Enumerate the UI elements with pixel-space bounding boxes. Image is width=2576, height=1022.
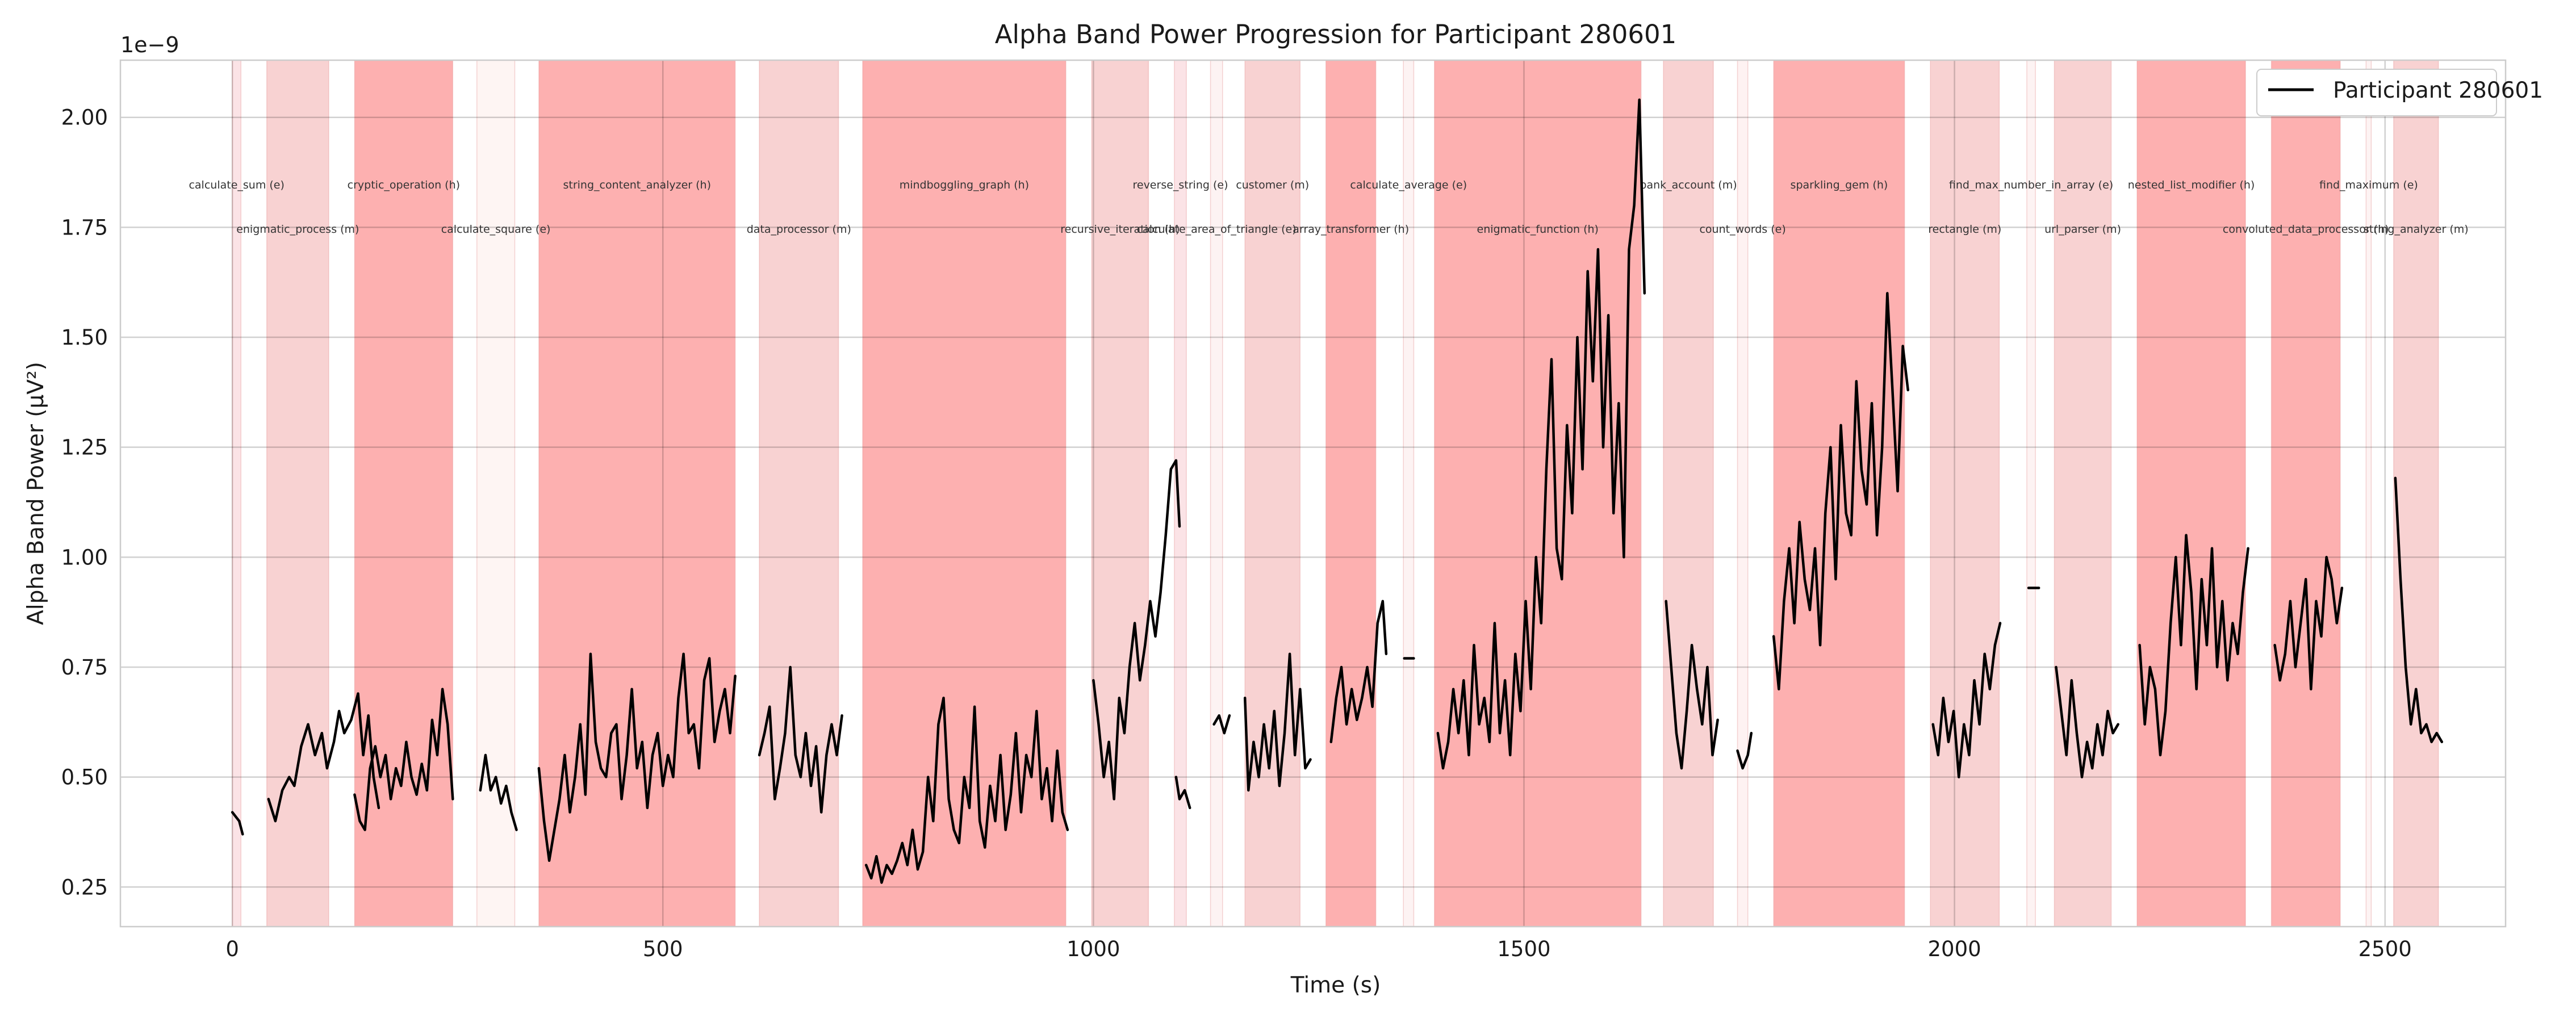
grid <box>120 60 2506 927</box>
region-label: mindboggling_graph (h) <box>900 179 1029 191</box>
x-axis-label: Time (s) <box>1290 973 1381 998</box>
x-tick-label: 2000 <box>1928 937 1981 961</box>
region-band <box>2054 60 2112 927</box>
region-band <box>266 60 329 927</box>
series-line-segment <box>1436 98 1646 770</box>
region-band <box>2270 60 2341 927</box>
region-label: rectangle (m) <box>1928 223 2001 236</box>
region-band <box>1663 60 1714 927</box>
y-offset-text: 1e−9 <box>120 32 179 57</box>
series-line-segment <box>1772 292 1909 690</box>
region-label: count_words (e) <box>1699 223 1785 236</box>
series-line-segment <box>758 665 843 814</box>
y-tick-label: 0.25 <box>61 875 108 899</box>
region-band <box>538 60 736 927</box>
region-band <box>1737 60 1749 927</box>
region-labels: calculate_sum (e) enigmatic_process (m) cr… <box>189 179 2468 236</box>
series-line-segment <box>479 753 518 831</box>
y-tick-label: 2.00 <box>61 106 108 130</box>
plot-frame <box>119 59 2507 928</box>
region-label: string_analyzer (m) <box>2364 223 2469 236</box>
series-line-segment <box>864 696 1069 884</box>
series-line-segment <box>1931 622 2002 778</box>
region-band <box>1325 60 1377 927</box>
region-label: calculate_average (e) <box>1350 179 1467 191</box>
region-band <box>1434 60 1642 927</box>
series-line-segment <box>1243 652 1312 792</box>
x-tick-label: 1000 <box>1067 937 1120 961</box>
region-label: find_max_number_in_array (e) <box>1949 179 2113 191</box>
region-label: array_transformer (h) <box>1293 223 1409 236</box>
region-label: data_processor (m) <box>747 223 851 236</box>
series-line-segment <box>1212 714 1231 735</box>
y-tick-label: 0.75 <box>61 655 108 680</box>
series-line-segment <box>1174 776 1191 810</box>
region-band <box>1244 60 1301 927</box>
region-label: nested_list_modifier (h) <box>2128 179 2255 191</box>
region-label: convoluted_data_processor (h) <box>2223 223 2389 236</box>
region-label: recursive_iteration (h) <box>1060 223 1180 236</box>
series-line-segment <box>2273 556 2344 690</box>
region-label: enigmatic_function (h) <box>1477 223 1599 236</box>
x-tick-label: 2500 <box>2358 937 2412 961</box>
x-tick-label: 0 <box>225 937 239 961</box>
region-band <box>759 60 839 927</box>
legend: Participant 280601 <box>2256 69 2543 116</box>
y-tick-label: 1.25 <box>61 435 108 460</box>
legend-label: Participant 280601 <box>2333 78 2543 103</box>
legend-box <box>2256 69 2497 116</box>
series-line-segment <box>267 692 380 823</box>
region-band <box>2393 60 2439 927</box>
region-label: calculate_area_of_triangle (e) <box>1137 223 1297 236</box>
series-line-segment <box>231 811 244 836</box>
series-line-segment <box>2055 665 2119 778</box>
region-label: cryptic_operation (h) <box>348 179 460 191</box>
region-band <box>1091 60 1149 927</box>
series-line-segment <box>1329 600 1388 743</box>
series-line-segment <box>2138 534 2249 757</box>
chart-title: Alpha Band Power Progression for Partici… <box>995 19 1677 49</box>
series-line-segment <box>1736 731 1753 770</box>
x-tick-label: 500 <box>643 937 683 961</box>
series-line-segment <box>1665 600 1719 770</box>
series-lines <box>231 98 2444 884</box>
region-band <box>1930 60 2000 927</box>
y-tick-label: 1.50 <box>61 325 108 350</box>
series-line-segment <box>537 652 737 862</box>
y-tick-label: 0.50 <box>61 765 108 790</box>
region-label: sparkling_gem (h) <box>1791 179 1888 191</box>
region-label: calculate_sum (e) <box>189 179 284 191</box>
series-line-segment <box>353 688 454 831</box>
axis-ticks: 0 500 1000 1500 2000 2500 0.25 0.50 0.75 1.00 1.25… <box>61 106 2412 961</box>
region-label: url_parser (m) <box>2044 223 2121 236</box>
region-label: customer (m) <box>1236 179 1309 191</box>
x-tick-label: 1500 <box>1497 937 1550 961</box>
series-line-segment <box>2394 476 2444 743</box>
region-label: string_content_analyzer (h) <box>563 179 711 191</box>
region-label: find_maximum (e) <box>2319 179 2418 191</box>
region-label: calculate_square (e) <box>441 223 551 236</box>
region-label: bank_account (m) <box>1640 179 1737 191</box>
region-label: reverse_string (e) <box>1132 179 1228 191</box>
series-line-segment <box>1092 459 1181 801</box>
y-tick-label: 1.75 <box>61 215 108 240</box>
y-axis-label: Alpha Band Power (µV²) <box>23 362 49 625</box>
y-tick-label: 1.00 <box>61 545 108 569</box>
region-label: enigmatic_process (m) <box>236 223 359 236</box>
region-band <box>2136 60 2246 927</box>
highlight-regions <box>232 60 2439 927</box>
